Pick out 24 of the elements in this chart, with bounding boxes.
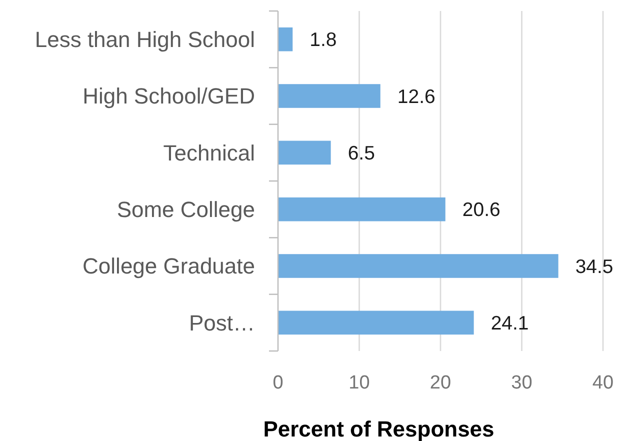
data-label: 6.5 <box>348 142 376 164</box>
y-tick-label: High School/GED <box>82 84 255 109</box>
bar <box>278 254 558 278</box>
data-label: 1.8 <box>310 29 337 52</box>
x-tick-label: 30 <box>511 372 532 394</box>
data-label: 24.1 <box>490 312 529 334</box>
bar <box>278 27 293 52</box>
bar <box>278 197 446 222</box>
y-tick-label: Some College <box>116 197 255 222</box>
x-axis-title: Percent of Responses <box>263 416 494 441</box>
data-label: 12.6 <box>397 86 436 108</box>
data-label: 20.6 <box>462 199 500 222</box>
bar <box>278 84 380 108</box>
x-tick-label: 20 <box>430 372 452 394</box>
x-tick-label: 0 <box>272 372 284 394</box>
y-tick-label: College Graduate <box>82 254 255 279</box>
data-label: 34.5 <box>575 256 614 278</box>
y-tick-label: Less than High School <box>34 27 255 52</box>
x-tick-label: 40 <box>592 372 614 394</box>
x-tick-label: 10 <box>348 372 370 394</box>
bar <box>278 140 331 165</box>
y-tick-label: Technical <box>163 140 255 166</box>
bar <box>278 310 474 335</box>
y-tick-label: Post… <box>188 310 255 336</box>
